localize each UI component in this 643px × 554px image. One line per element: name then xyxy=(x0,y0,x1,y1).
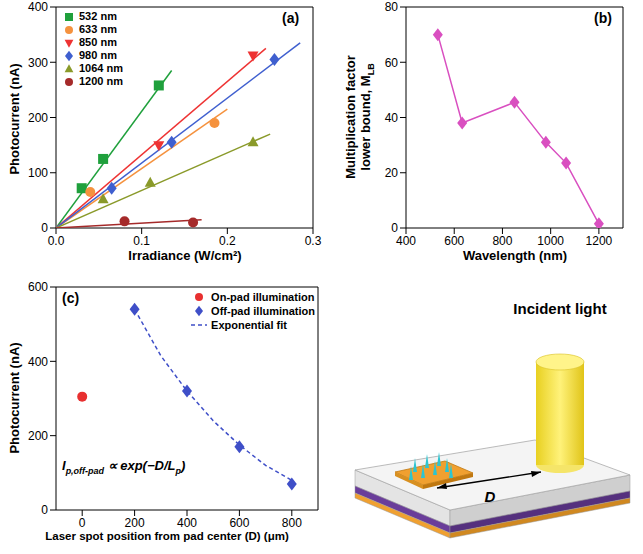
html-text:(b): (b) xyxy=(594,10,612,26)
html-text:850 nm: 850 nm xyxy=(79,36,117,48)
html-text:Irradiance (W/cm²): Irradiance (W/cm²) xyxy=(128,248,242,263)
svg-text:600: 600 xyxy=(28,280,48,294)
svg-text:1200: 1200 xyxy=(586,234,613,248)
svg-text:100: 100 xyxy=(28,166,48,180)
html-text:Wavelength (nm): Wavelength (nm) xyxy=(462,248,568,263)
html-text:Photocurrent (nA): Photocurrent (nA) xyxy=(6,342,22,454)
html-text:On-pad illumination: On-pad illumination xyxy=(211,291,315,303)
html-text:Photocurrent (nA): Photocurrent (nA) xyxy=(6,63,22,175)
svg-text:200: 200 xyxy=(125,516,145,530)
html-text:Exponential fit: Exponential fit xyxy=(211,319,287,331)
svg-text:300: 300 xyxy=(28,56,48,70)
html-text:(a): (a) xyxy=(282,10,300,26)
svg-text:60: 60 xyxy=(385,56,399,70)
svg-text:D: D xyxy=(485,488,496,505)
svg-text:20: 20 xyxy=(385,166,399,180)
svg-text:400: 400 xyxy=(177,516,197,530)
svg-text:400: 400 xyxy=(396,234,416,248)
html-text:980 nm: 980 nm xyxy=(79,49,117,61)
svg-text:0: 0 xyxy=(391,221,398,235)
svg-text:800: 800 xyxy=(492,234,512,248)
svg-text:0.1: 0.1 xyxy=(133,234,150,248)
html-text:LB: LB xyxy=(365,63,376,76)
svg-text:1000: 1000 xyxy=(537,234,564,248)
html-text:Incident light: Incident light xyxy=(513,300,607,317)
svg-text:0: 0 xyxy=(79,516,86,530)
svg-text:0.3: 0.3 xyxy=(305,234,322,248)
svg-text:800: 800 xyxy=(282,516,302,530)
svg-text:600: 600 xyxy=(229,516,249,530)
html-text:633 nm: 633 nm xyxy=(79,23,117,35)
svg-text:600: 600 xyxy=(444,234,464,248)
html-text:(c): (c) xyxy=(62,290,80,306)
svg-text:0.0: 0.0 xyxy=(48,234,65,248)
html-text:Multiplication factor: Multiplication factor xyxy=(343,55,359,179)
html-text:lower bound, M: lower bound, M xyxy=(358,75,374,171)
html-text:1200 nm: 1200 nm xyxy=(79,75,123,87)
svg-text:200: 200 xyxy=(28,429,48,443)
svg-text:40: 40 xyxy=(385,111,399,125)
svg-text:400: 400 xyxy=(28,355,48,369)
svg-text:80: 80 xyxy=(385,0,399,14)
html-text:Laser spot position from pad c: Laser spot position from pad center (D) … xyxy=(45,530,289,542)
html-text:532 nm: 532 nm xyxy=(79,10,117,22)
svg-text:0.2: 0.2 xyxy=(219,234,236,248)
html-text:Ip,off-pad∝ exp(−D/Lp): Ip,off-pad∝ exp(−D/Lp) xyxy=(62,458,186,476)
html-text:1064 nm: 1064 nm xyxy=(79,62,123,74)
html-text:Off-pad illumination: Off-pad illumination xyxy=(211,305,315,317)
svg-text:400: 400 xyxy=(28,0,48,14)
svg-text:200: 200 xyxy=(28,111,48,125)
svg-text:0: 0 xyxy=(41,503,48,517)
svg-text:0: 0 xyxy=(41,221,48,235)
